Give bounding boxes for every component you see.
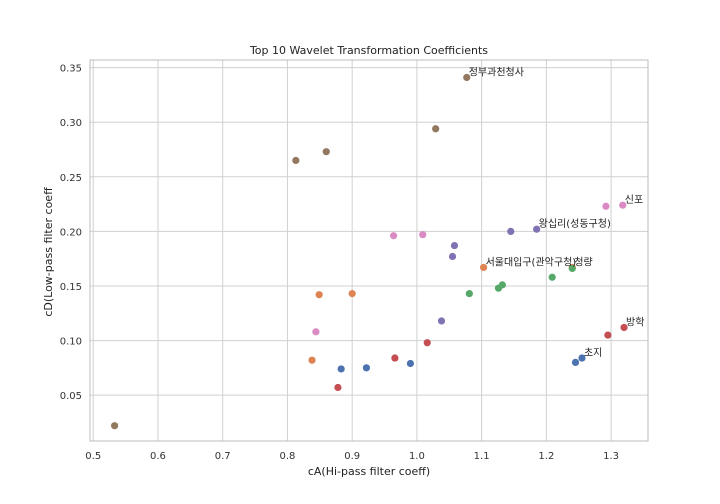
point-annotation: 방학 [626, 316, 644, 328]
data-point [292, 156, 300, 165]
data-point [463, 73, 471, 82]
data-point [362, 364, 371, 372]
x-tick-label: 1.1 [474, 451, 490, 462]
data-point [312, 328, 320, 336]
point-annotation: 왕십리(성동구청) [539, 218, 611, 230]
data-point [465, 290, 473, 298]
plot-frame [89, 59, 649, 442]
y-tick-label: 0.30 [60, 118, 82, 129]
data-point [334, 383, 342, 392]
x-tick-label: 1.0 [409, 451, 425, 462]
data-point [619, 201, 627, 209]
x-tick-label: 0.7 [215, 451, 231, 462]
data-point [308, 356, 316, 364]
x-axis-label: cA(Hi-pass filter coeff) [308, 465, 430, 478]
data-points [110, 73, 628, 430]
data-point [479, 263, 488, 272]
axis-ticks: 0.5 0.6 0.7 0.8 0.9 1.0 1.1 1.2 1.3 0.05 0.10 0.15 0… [60, 64, 619, 462]
y-tick-label: 0.15 [60, 282, 82, 293]
data-point [568, 264, 576, 273]
y-tick-label: 0.25 [60, 173, 82, 184]
data-point [450, 241, 459, 250]
data-point [348, 290, 356, 298]
data-point [533, 225, 541, 233]
y-tick-label: 0.10 [60, 337, 82, 348]
data-point [602, 202, 610, 210]
data-point [432, 125, 440, 133]
x-tick-label: 0.5 [85, 451, 101, 462]
data-point [337, 365, 345, 373]
data-point [110, 422, 119, 430]
y-axis-label: cD(Low-pass filter coeff [42, 187, 55, 317]
point-annotation: 서울대입구(관악구청) [486, 255, 577, 268]
data-point [391, 354, 399, 362]
x-tick-label: 0.6 [150, 451, 166, 462]
y-tick-label: 0.20 [60, 227, 82, 238]
y-tick-label: 0.35 [60, 64, 82, 75]
point-annotation: 신포 [625, 194, 643, 206]
chart-title: Top 10 Wavelet Transformation Coefficien… [249, 44, 488, 57]
x-tick-label: 1.3 [603, 451, 619, 462]
data-point [578, 354, 586, 362]
grid-lines [90, 60, 648, 441]
point-annotation: 청량 [574, 256, 592, 268]
data-point [315, 291, 323, 299]
data-point [620, 323, 628, 332]
data-point [604, 331, 612, 339]
x-tick-label: 0.9 [344, 451, 360, 462]
data-point [389, 232, 398, 240]
x-tick-label: 1.2 [538, 451, 554, 462]
x-tick-label: 0.8 [279, 451, 295, 462]
point-annotation: 초지 [584, 347, 602, 359]
data-point [419, 231, 427, 239]
data-point [548, 273, 556, 281]
y-tick-label: 0.05 [60, 391, 82, 402]
data-point [498, 281, 506, 289]
data-point [448, 252, 457, 261]
data-point [322, 148, 330, 156]
point-annotation: 정부과천청사 [469, 66, 524, 78]
data-point [406, 359, 415, 368]
data-point [571, 358, 580, 366]
data-point [507, 227, 515, 235]
data-point [437, 317, 446, 325]
data-point [423, 339, 431, 347]
